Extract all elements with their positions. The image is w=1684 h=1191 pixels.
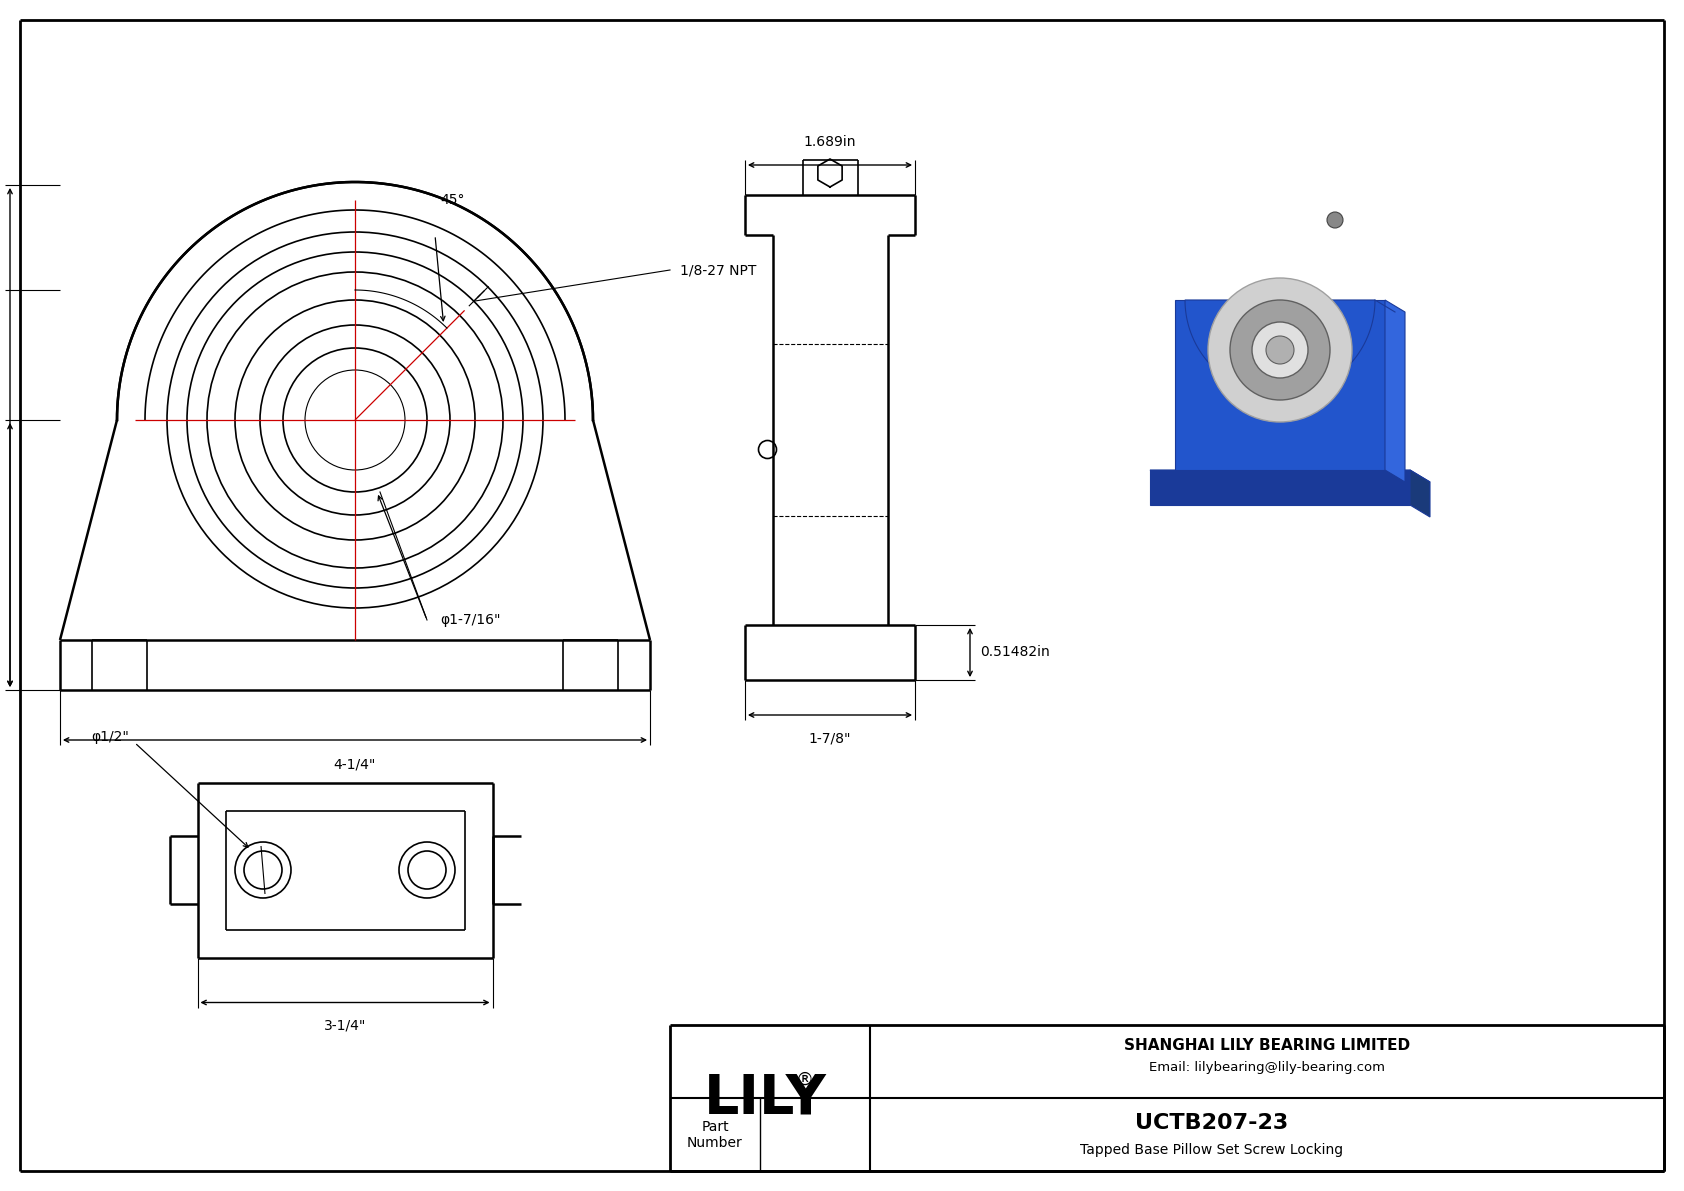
Circle shape (1207, 278, 1352, 422)
Text: 3-1/4": 3-1/4" (323, 1018, 365, 1033)
Polygon shape (1384, 300, 1404, 482)
Text: 1-7/8": 1-7/8" (808, 731, 850, 746)
Polygon shape (1150, 470, 1430, 482)
Polygon shape (1410, 470, 1430, 517)
Circle shape (1251, 322, 1308, 378)
Text: 0.51482in: 0.51482in (980, 646, 1049, 660)
Text: Tapped Base Pillow Set Screw Locking: Tapped Base Pillow Set Screw Locking (1081, 1143, 1344, 1156)
Polygon shape (1175, 300, 1384, 470)
Text: SHANGHAI LILY BEARING LIMITED: SHANGHAI LILY BEARING LIMITED (1123, 1037, 1410, 1053)
Text: 4-1/4": 4-1/4" (333, 757, 376, 772)
Polygon shape (1150, 470, 1410, 505)
Circle shape (1327, 212, 1344, 227)
Circle shape (1229, 300, 1330, 400)
Text: UCTB207-23: UCTB207-23 (1135, 1114, 1288, 1133)
Text: LILY: LILY (704, 1071, 827, 1125)
Text: Email: lilybearing@lily-bearing.com: Email: lilybearing@lily-bearing.com (1148, 1060, 1384, 1073)
Text: 45°: 45° (440, 193, 465, 207)
Text: φ1-7/16": φ1-7/16" (440, 613, 500, 626)
Circle shape (1266, 336, 1293, 364)
Polygon shape (1186, 300, 1376, 395)
Text: 1/8-27 NPT: 1/8-27 NPT (680, 263, 756, 278)
Text: φ1/2": φ1/2" (91, 730, 130, 744)
Text: 1.689in: 1.689in (803, 135, 855, 149)
Text: Part
Number: Part Number (687, 1120, 743, 1151)
Text: ®: ® (795, 1071, 813, 1089)
